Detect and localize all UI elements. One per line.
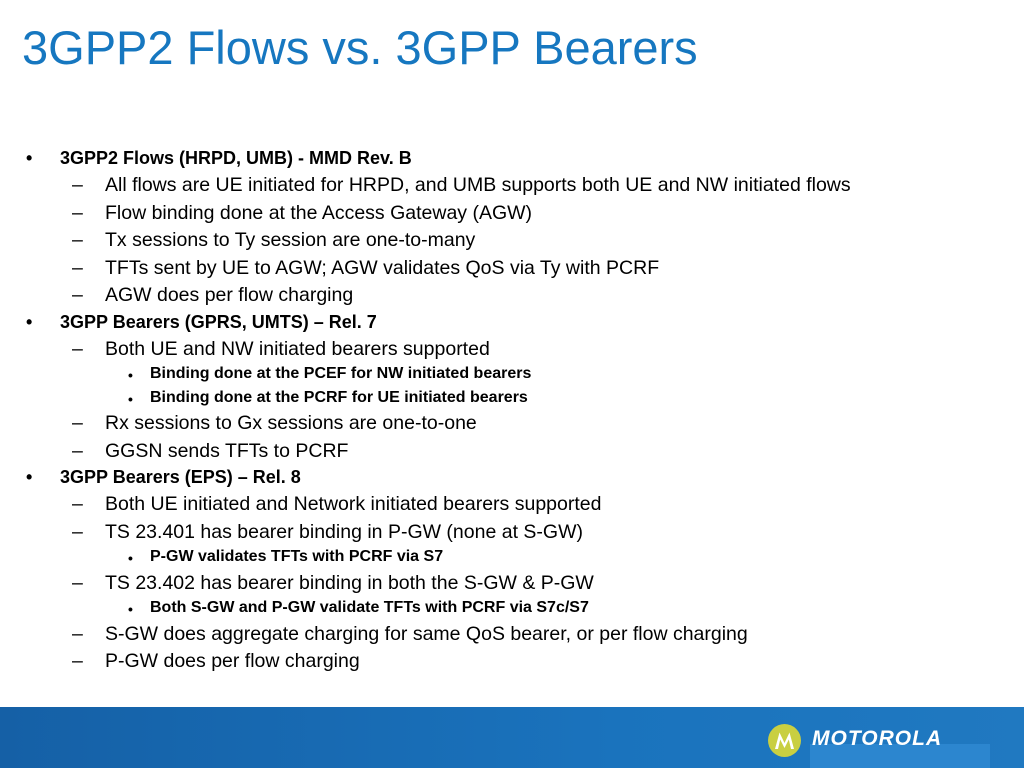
sub-sub-bullet: • P-GW validates TFTs with PCRF via S7 [0, 548, 1000, 572]
sub-bullet-text: P-GW does per flow charging [105, 650, 360, 672]
bullet-icon: • [128, 550, 133, 566]
dash-icon: – [72, 622, 83, 645]
bullet-icon: • [26, 467, 33, 487]
sub-bullet: – Flow binding done at the Access Gatewa… [0, 202, 1000, 230]
slide-title: 3GPP2 Flows vs. 3GPP Bearers [22, 21, 698, 74]
sub-sub-bullet-text: Binding done at the PCRF for UE initiate… [150, 388, 528, 406]
sub-bullet: – Rx sessions to Gx sessions are one-to-… [0, 412, 1000, 440]
dash-icon: – [72, 412, 83, 434]
bullet-icon: • [128, 601, 133, 617]
sub-bullet-text: GGSN sends TFTs to PCRF [105, 439, 349, 462]
sub-sub-bullet-text: Both S-GW and P-GW validate TFTs with PC… [150, 599, 589, 616]
sub-bullet-text: TS 23.401 has bearer binding in P-GW (no… [105, 520, 583, 543]
bullet-heading-3gpp-bearers-eps: • 3GPP Bearers (EPS) – Rel. 8 [0, 467, 1000, 493]
bullet-heading-text: 3GPP2 Flows (HRPD, UMB) - MMD Rev. B [60, 148, 412, 168]
slide-body: • 3GPP2 Flows (HRPD, UMB) - MMD Rev. B –… [0, 148, 1000, 678]
bullet-icon: • [26, 148, 33, 168]
sub-bullet: – Both UE and NW initiated bearers suppo… [0, 338, 1000, 366]
dash-icon: – [72, 201, 83, 224]
sub-sub-bullet-text: Binding done at the PCEF for NW initiate… [150, 365, 532, 382]
sub-sub-bullet: • Binding done at the PCEF for NW initia… [0, 365, 1000, 389]
sub-sub-bullet: • Binding done at the PCRF for UE initia… [0, 389, 1000, 413]
sub-sub-bullet-text: P-GW validates TFTs with PCRF via S7 [150, 548, 444, 565]
sub-bullet-text: S-GW does aggregate charging for same Qo… [105, 622, 748, 645]
dash-icon: – [72, 571, 83, 594]
dash-icon: – [72, 439, 83, 462]
sub-bullet-text: Tx sessions to Ty session are one-to-man… [105, 229, 476, 251]
sub-bullet: – AGW does per flow charging [0, 284, 1000, 312]
bullet-heading-text: 3GPP Bearers (EPS) – Rel. 8 [60, 467, 301, 487]
motorola-batwing-icon [768, 724, 801, 757]
bullet-heading-3gpp2-flows: • 3GPP2 Flows (HRPD, UMB) - MMD Rev. B [0, 148, 1000, 174]
dash-icon: – [72, 493, 83, 515]
sub-bullet: – GGSN sends TFTs to PCRF [0, 440, 1000, 468]
sub-bullet-text: TS 23.402 has bearer binding in both the… [105, 571, 594, 594]
sub-bullet: – All flows are UE initiated for HRPD, a… [0, 174, 1000, 202]
sub-bullet-text: Both UE initiated and Network initiated … [105, 493, 602, 515]
bullet-icon: • [128, 390, 133, 407]
sub-bullet: – Tx sessions to Ty session are one-to-m… [0, 229, 1000, 257]
dash-icon: – [72, 229, 83, 251]
sub-bullet: – P-GW does per flow charging [0, 650, 1000, 678]
bullet-icon: • [26, 311, 33, 332]
sub-bullet: – S-GW does aggregate charging for same … [0, 623, 1000, 651]
sub-bullet-text: Both UE and NW initiated bearers support… [105, 337, 490, 360]
dash-icon: – [72, 284, 83, 306]
footer-bar: MOTOROLA [0, 707, 1024, 768]
bullet-heading-text: 3GPP Bearers (GPRS, UMTS) – Rel. 7 [60, 311, 377, 332]
sub-sub-bullet: • Both S-GW and P-GW validate TFTs with … [0, 599, 1000, 623]
sub-bullet-text: All flows are UE initiated for HRPD, and… [105, 174, 851, 196]
bullet-icon: • [128, 367, 133, 383]
sub-bullet: – Both UE initiated and Network initiate… [0, 493, 1000, 521]
bullet-heading-3gpp-bearers-rel7: • 3GPP Bearers (GPRS, UMTS) – Rel. 7 [0, 312, 1000, 338]
brand-wordmark: MOTOROLA [812, 727, 943, 750]
dash-icon: – [72, 256, 83, 279]
sub-bullet: – TS 23.401 has bearer binding in P-GW (… [0, 521, 1000, 549]
sub-bullet: – TS 23.402 has bearer binding in both t… [0, 572, 1000, 600]
footer-accent-box [810, 744, 990, 768]
dash-icon: – [72, 337, 83, 360]
sub-bullet-text: AGW does per flow charging [105, 284, 354, 306]
dash-icon: – [72, 174, 83, 196]
sub-bullet-text: Flow binding done at the Access Gateway … [105, 201, 533, 224]
sub-bullet-text: Rx sessions to Gx sessions are one-to-on… [105, 412, 477, 434]
dash-icon: – [72, 520, 83, 543]
sub-bullet: – TFTs sent by UE to AGW; AGW validates … [0, 257, 1000, 285]
sub-bullet-text: TFTs sent by UE to AGW; AGW validates Qo… [105, 256, 660, 279]
dash-icon: – [72, 650, 83, 672]
